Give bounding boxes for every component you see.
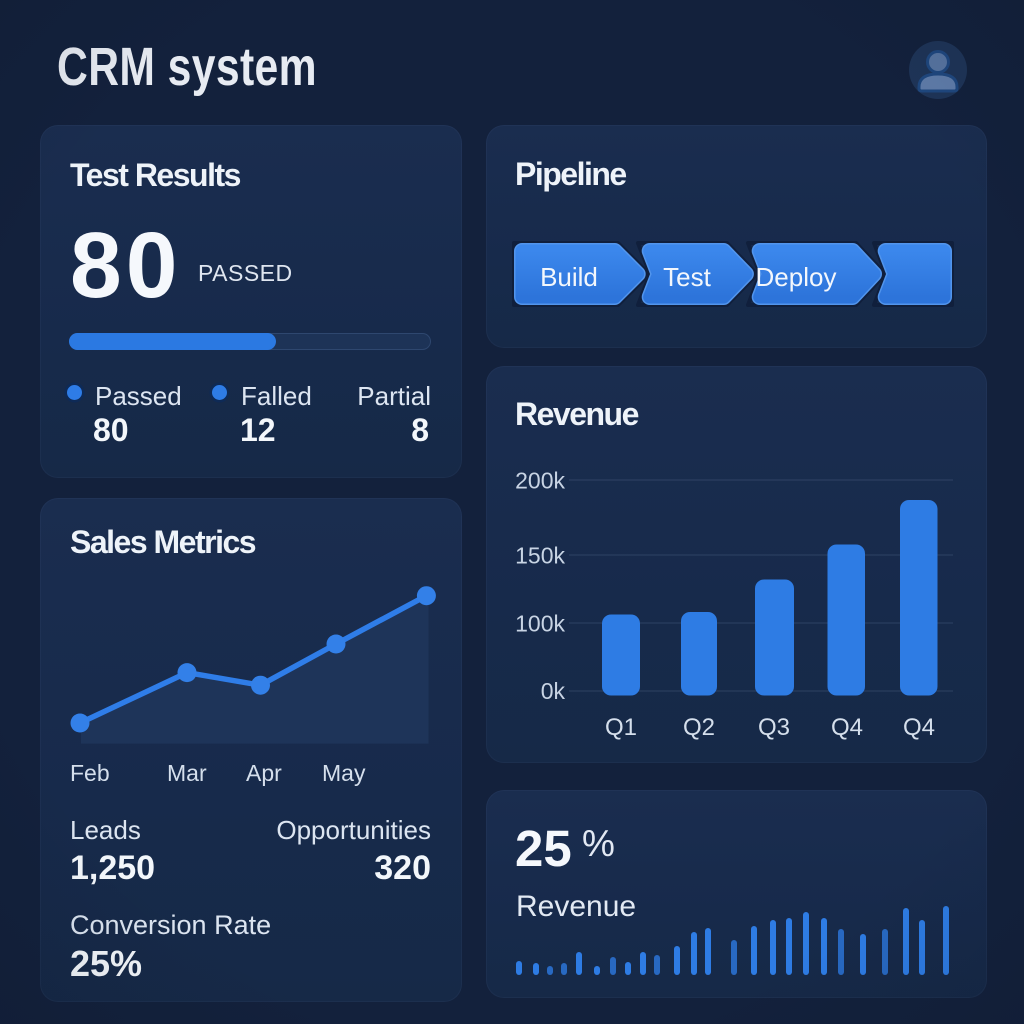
svg-text:Q4: Q4 (831, 714, 863, 741)
svg-text:Deploy: Deploy (756, 262, 837, 292)
svg-text:200k: 200k (515, 468, 565, 494)
svg-text:0k: 0k (541, 678, 566, 704)
svg-text:Q4: Q4 (903, 714, 935, 741)
svg-text:Q3: Q3 (758, 714, 790, 741)
svg-text:Q1: Q1 (605, 714, 637, 741)
svg-text:Test: Test (663, 262, 711, 292)
svg-text:Q2: Q2 (683, 714, 715, 741)
svg-text:100k: 100k (515, 611, 565, 637)
svg-text:Build: Build (540, 262, 598, 292)
svg-text:150k: 150k (515, 543, 565, 569)
